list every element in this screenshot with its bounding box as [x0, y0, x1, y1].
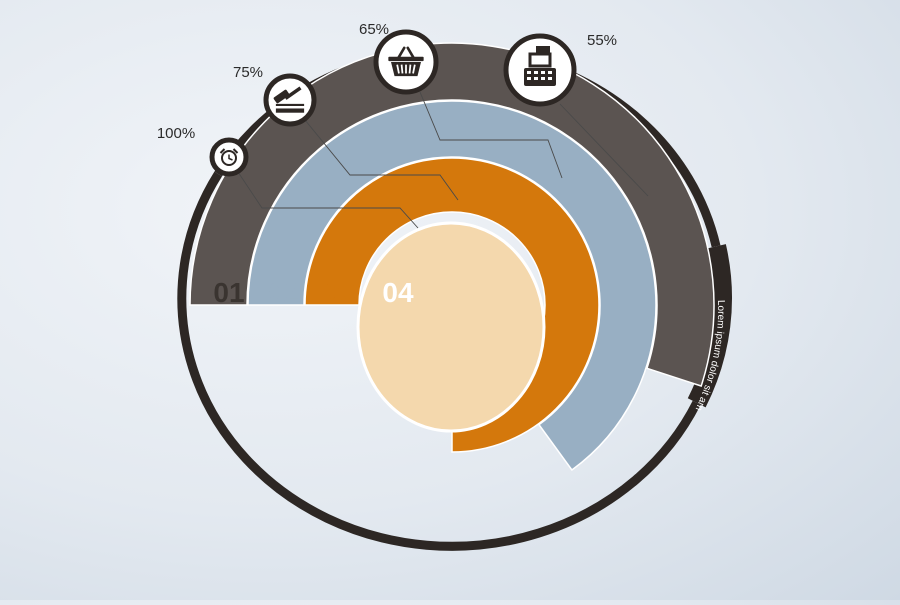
percent-labels: 55% 65% 75% 100%	[157, 21, 617, 142]
radial-bar-02	[247, 100, 657, 472]
shopping-basket-badge	[373, 29, 439, 95]
ring-number-02: 02	[268, 277, 299, 308]
outer-ring-caption-band	[687, 244, 732, 408]
alarm-clock-badge	[209, 137, 249, 177]
cash-register-badge	[503, 33, 577, 107]
icon-badges	[209, 29, 577, 177]
percent-label-03: 75%	[233, 64, 263, 81]
ring-numbers: 01 02 03 04	[213, 277, 414, 308]
percent-label-04: 100%	[157, 125, 195, 142]
gavel-icon	[273, 86, 305, 113]
ring-number-04: 04	[382, 277, 414, 308]
shopping-basket-icon	[388, 46, 424, 77]
percent-label-01: 55%	[587, 32, 617, 49]
ring-number-03: 03	[324, 277, 355, 308]
connector-line-03	[304, 119, 459, 201]
connector-line-01	[559, 103, 649, 197]
radial-bar-04	[356, 221, 546, 433]
radial-bars	[189, 42, 715, 472]
percent-label-02: 65%	[359, 21, 389, 38]
gavel-badge	[263, 73, 317, 127]
connector-line-02	[419, 91, 563, 179]
cash-register-icon	[524, 46, 556, 86]
ring-number-01: 01	[213, 277, 244, 308]
connector-line-04	[237, 171, 419, 229]
connector-lines	[237, 91, 649, 229]
outer-ring-arc-bottom	[177, 171, 701, 551]
alarm-clock-icon	[219, 148, 239, 166]
